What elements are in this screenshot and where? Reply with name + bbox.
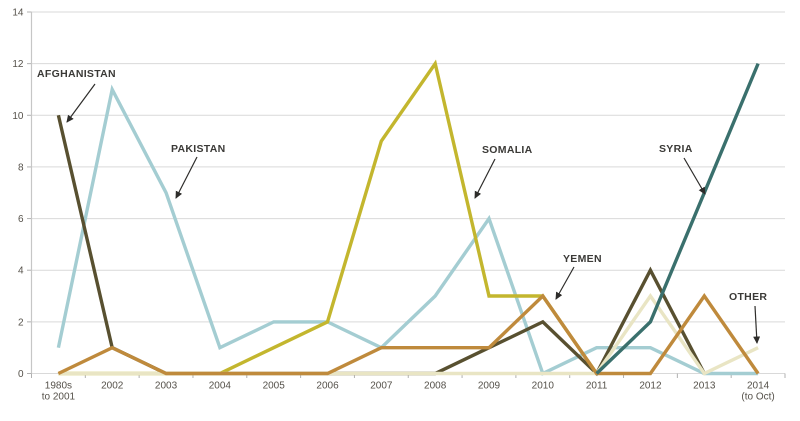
gridlines-group bbox=[31, 11, 785, 374]
x-axis-label-2014: 2014 (to Oct) bbox=[741, 381, 774, 403]
annotation-syria: SYRIA bbox=[659, 143, 706, 195]
x-axis-label-2002: 2002 bbox=[101, 381, 124, 392]
annotation-arrow-pakistan bbox=[175, 156, 198, 199]
annotation-label-afghanistan: AFGHANISTAN bbox=[37, 68, 116, 80]
series-lines-group bbox=[56, 59, 760, 377]
annotation-arrow-other bbox=[753, 305, 761, 344]
x-axis-label-2003: 2003 bbox=[155, 381, 178, 392]
y-axis-label-8: 8 bbox=[18, 162, 24, 173]
x-axis-label-2013: 2013 bbox=[693, 381, 716, 392]
annotation-pakistan: PAKISTAN bbox=[171, 143, 226, 199]
y-axis-label-0: 0 bbox=[18, 369, 24, 380]
y-axis-label-4: 4 bbox=[18, 266, 24, 277]
annotation-arrow-syria bbox=[683, 157, 706, 195]
x-axis-label-2012: 2012 bbox=[639, 381, 662, 392]
annotation-label-syria: SYRIA bbox=[659, 143, 693, 155]
x-axis-label-2006: 2006 bbox=[316, 381, 339, 392]
x-axis-label-2011: 2011 bbox=[586, 381, 608, 392]
annotation-label-pakistan: PAKISTAN bbox=[171, 143, 226, 155]
x-axis-label-2009: 2009 bbox=[478, 381, 501, 392]
annotation-label-yemen: YEMEN bbox=[563, 253, 602, 265]
annotation-somalia: SOMALIA bbox=[474, 144, 533, 199]
y-axis-label-14: 14 bbox=[12, 8, 24, 19]
series-line-yemen bbox=[57, 293, 760, 376]
series-line-syria bbox=[595, 62, 760, 375]
annotation-label-somalia: SOMALIA bbox=[482, 144, 533, 156]
x-axis-label-2010: 2010 bbox=[532, 381, 555, 392]
x-axis-label-2008: 2008 bbox=[424, 381, 447, 392]
x-axis-label-1980s: 1980s to 2001 bbox=[42, 381, 76, 403]
annotation-arrow-somalia bbox=[474, 158, 496, 199]
x-axis-label-2004: 2004 bbox=[209, 381, 232, 392]
series-line-afghanistan bbox=[56, 114, 706, 377]
series-line-other bbox=[58, 293, 759, 376]
annotation-arrow-yemen bbox=[555, 266, 575, 300]
x-axis-label-2007: 2007 bbox=[370, 381, 393, 392]
annotation-label-other: OTHER bbox=[729, 291, 767, 303]
y-axis-label-10: 10 bbox=[12, 111, 24, 122]
annotation-afghanistan: AFGHANISTAN bbox=[37, 68, 116, 123]
y-axis-label-12: 12 bbox=[12, 59, 24, 70]
annotation-yemen: YEMEN bbox=[555, 253, 602, 300]
x-axis-label-2005: 2005 bbox=[263, 381, 286, 392]
y-axis-label-2: 2 bbox=[18, 317, 24, 328]
annotations-group: AFGHANISTAN PAKISTAN SOMALIA SYRIA YEMEN OTHE… bbox=[37, 68, 767, 344]
annotation-arrow-afghanistan bbox=[66, 83, 96, 123]
series-line-pakistan bbox=[56, 84, 759, 376]
axes-group: 0 2 4 6 8 10 12 14 1980s to 2001 2002 2003 2004 2005 2… bbox=[12, 8, 786, 403]
annotation-other: OTHER bbox=[729, 291, 767, 344]
y-axis-label-6: 6 bbox=[18, 214, 24, 225]
